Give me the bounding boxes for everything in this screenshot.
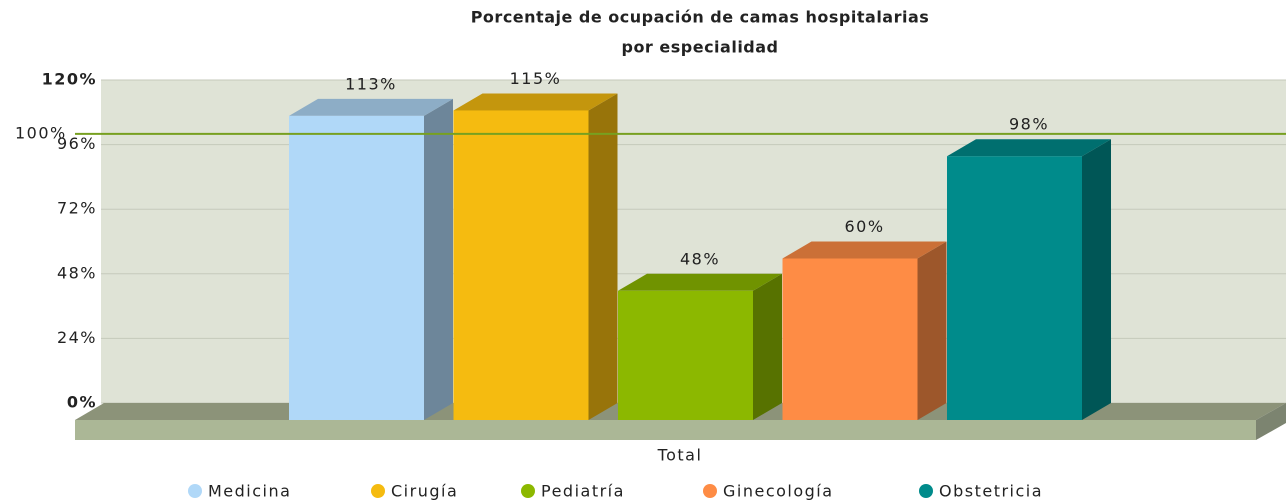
bar xyxy=(782,258,918,420)
bar-top xyxy=(782,241,947,259)
chart-title: por especialidad xyxy=(621,38,778,57)
y-tick-label: 24% xyxy=(57,328,97,347)
bar-side xyxy=(753,273,782,420)
x-axis-label: Total xyxy=(657,446,703,465)
legend-label: Pediatría xyxy=(541,482,625,501)
legend-label: Ginecología xyxy=(723,482,834,501)
bar-top xyxy=(289,98,453,116)
bar-side xyxy=(917,241,947,420)
y-tick-label: 72% xyxy=(57,199,97,218)
legend-swatch xyxy=(188,484,202,498)
data-label: 48% xyxy=(680,249,720,268)
floor-side xyxy=(1256,403,1286,440)
data-label: 113% xyxy=(345,74,397,93)
bar xyxy=(618,290,753,420)
bar-side xyxy=(1082,139,1111,420)
trend-label: 100% xyxy=(15,123,67,142)
bar-side xyxy=(588,93,618,420)
chart-title: Porcentaje de ocupación de camas hospita… xyxy=(471,8,930,27)
data-label: 115% xyxy=(510,69,562,88)
bar-side xyxy=(424,98,453,420)
data-label: 98% xyxy=(1009,115,1049,134)
y-tick-label: 96% xyxy=(57,134,97,153)
bar xyxy=(453,110,589,420)
legend-swatch xyxy=(371,484,385,498)
legend-label: Medicina xyxy=(208,482,291,501)
bar-top xyxy=(618,273,782,291)
bar xyxy=(289,115,424,420)
legend-label: Cirugía xyxy=(391,482,458,501)
legend-label: Obstetricia xyxy=(939,482,1043,501)
bar-top xyxy=(947,139,1111,157)
data-label: 60% xyxy=(844,217,884,236)
legend-swatch xyxy=(703,484,717,498)
bar-top xyxy=(453,93,618,111)
y-tick-label: 0% xyxy=(67,393,97,412)
legend-swatch xyxy=(521,484,535,498)
bar xyxy=(947,156,1082,420)
y-tick-label: 120% xyxy=(42,70,97,89)
legend-swatch xyxy=(919,484,933,498)
floor-front xyxy=(75,420,1256,440)
y-tick-label: 48% xyxy=(57,263,97,282)
